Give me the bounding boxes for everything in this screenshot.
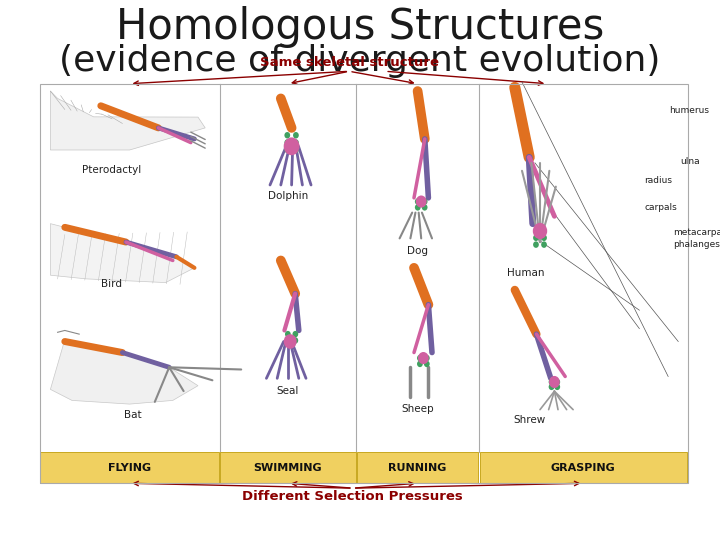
Text: Dog: Dog [407, 246, 428, 256]
Text: carpals: carpals [644, 204, 677, 212]
Ellipse shape [417, 355, 423, 361]
Text: phalanges: phalanges [673, 240, 720, 248]
Ellipse shape [292, 337, 298, 343]
Ellipse shape [284, 146, 290, 153]
Text: SWIMMING: SWIMMING [253, 463, 323, 472]
Text: GRASPING: GRASPING [551, 463, 616, 472]
Text: Bird: Bird [101, 279, 122, 289]
Ellipse shape [418, 352, 429, 364]
Ellipse shape [549, 379, 554, 385]
Ellipse shape [416, 195, 426, 207]
Text: FLYING: FLYING [108, 463, 151, 472]
Bar [40, 84, 688, 483]
Ellipse shape [284, 139, 290, 146]
Bar [357, 452, 478, 483]
Text: Seal: Seal [276, 386, 300, 396]
Ellipse shape [415, 204, 420, 211]
Ellipse shape [285, 331, 291, 338]
Ellipse shape [541, 234, 547, 241]
Text: radius: radius [644, 177, 672, 185]
Ellipse shape [541, 241, 547, 248]
Ellipse shape [533, 223, 547, 239]
Text: metacarpals: metacarpals [673, 228, 720, 237]
Text: RUNNING: RUNNING [388, 463, 447, 472]
Ellipse shape [417, 361, 423, 367]
Ellipse shape [284, 334, 297, 349]
Text: Shrew: Shrew [513, 415, 545, 425]
Text: ulna: ulna [680, 158, 700, 166]
Ellipse shape [549, 383, 554, 390]
Ellipse shape [293, 139, 299, 146]
Text: Different Selection Pressures: Different Selection Pressures [243, 490, 463, 503]
Text: Bat: Bat [125, 410, 142, 420]
Bar [480, 452, 687, 483]
Ellipse shape [284, 137, 300, 155]
Ellipse shape [424, 355, 430, 361]
Ellipse shape [549, 376, 560, 388]
Ellipse shape [533, 241, 539, 248]
Polygon shape [50, 224, 194, 282]
Text: Homologous Structures: Homologous Structures [116, 6, 604, 48]
Ellipse shape [284, 132, 290, 138]
Bar [220, 452, 356, 483]
Ellipse shape [415, 198, 420, 205]
Bar [40, 452, 219, 483]
Text: Sheep: Sheep [401, 404, 434, 414]
Text: Human: Human [507, 268, 544, 278]
Text: Pterodactyl: Pterodactyl [82, 165, 141, 175]
Ellipse shape [424, 361, 430, 367]
Text: (evidence of divergent evolution): (evidence of divergent evolution) [59, 44, 661, 78]
Text: Dolphin: Dolphin [268, 191, 308, 200]
Ellipse shape [285, 337, 291, 343]
Ellipse shape [554, 379, 560, 385]
Ellipse shape [293, 132, 299, 138]
Ellipse shape [293, 146, 299, 153]
Ellipse shape [533, 234, 539, 241]
Ellipse shape [292, 331, 298, 338]
Ellipse shape [422, 204, 428, 211]
Ellipse shape [554, 383, 560, 390]
Polygon shape [50, 340, 198, 404]
Ellipse shape [541, 228, 547, 234]
Text: Same skeletal structure: Same skeletal structure [260, 56, 438, 69]
Ellipse shape [533, 228, 539, 234]
Text: humerus: humerus [670, 106, 710, 115]
Ellipse shape [422, 198, 428, 205]
Polygon shape [50, 91, 205, 150]
